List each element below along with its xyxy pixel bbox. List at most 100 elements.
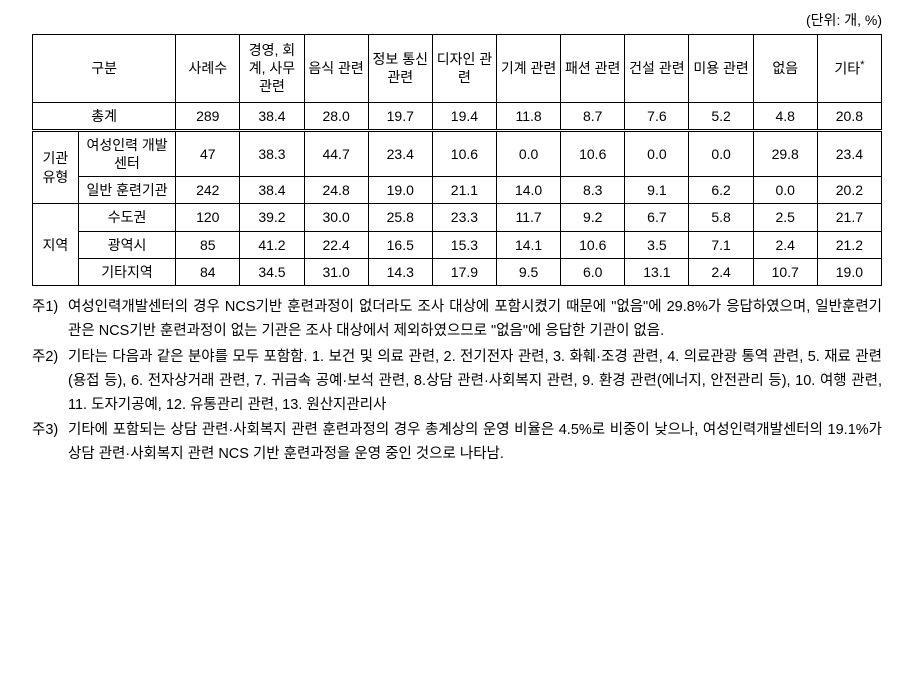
cell: 24.8 [304,177,368,204]
cell: 21.1 [432,177,496,204]
cell: 17.9 [432,258,496,285]
cell: 11.8 [497,102,561,130]
cell: 39.2 [240,204,304,231]
cell: 21.7 [817,204,881,231]
row-label: 기타지역 [78,258,175,285]
note-3: 주3) 기타에 포함되는 상담 관련·사회복지 관련 훈련과정의 경우 총계상의… [32,419,882,467]
table-row: 지역 수도권 120 39.2 30.0 25.8 23.3 11.7 9.2 … [33,204,882,231]
cell: 8.3 [561,177,625,204]
cell: 0.0 [497,130,561,176]
note-text: 기타에 포함되는 상담 관련·사회복지 관련 훈련과정의 경우 총계상의 운영 … [68,419,882,467]
cell: 23.4 [368,130,432,176]
col-mgmt: 경영, 회계, 사무 관련 [240,35,304,103]
table-row: 기타지역 84 34.5 31.0 14.3 17.9 9.5 6.0 13.1… [33,258,882,285]
cell: 31.0 [304,258,368,285]
cell: 14.1 [497,231,561,258]
cell: 2.4 [689,258,753,285]
cell: 14.0 [497,177,561,204]
total-row: 총계 289 38.4 28.0 19.7 19.4 11.8 8.7 7.6 … [33,102,882,130]
cell: 41.2 [240,231,304,258]
col-construction: 건설 관련 [625,35,689,103]
row-label: 광역시 [78,231,175,258]
cell: 9.1 [625,177,689,204]
cell: 6.2 [689,177,753,204]
cell: 242 [176,177,240,204]
cell: 6.7 [625,204,689,231]
cell: 7.6 [625,102,689,130]
cell: 8.7 [561,102,625,130]
cell: 3.5 [625,231,689,258]
cell: 11.7 [497,204,561,231]
col-beauty: 미용 관련 [689,35,753,103]
cell: 5.2 [689,102,753,130]
cell: 2.4 [753,231,817,258]
cell: 23.4 [817,130,881,176]
col-fashion: 패션 관련 [561,35,625,103]
note-label: 주2) [32,346,68,418]
cell: 19.0 [817,258,881,285]
cell: 2.5 [753,204,817,231]
col-none: 없음 [753,35,817,103]
cell: 4.8 [753,102,817,130]
cell: 23.3 [432,204,496,231]
cell: 0.0 [625,130,689,176]
notes-block: 주1) 여성인력개발센터의 경우 NCS기반 훈련과정이 없더라도 조사 대상에… [32,296,882,467]
note-text: 기타는 다음과 같은 분야를 모두 포함함. 1. 보건 및 의료 관련, 2.… [68,346,882,418]
cell: 10.7 [753,258,817,285]
total-label: 총계 [33,102,176,130]
cell: 0.0 [689,130,753,176]
cell: 20.8 [817,102,881,130]
col-etc: 기타* [817,35,881,103]
cell: 29.8 [753,130,817,176]
group-label-region: 지역 [33,204,79,286]
row-label: 여성인력 개발센터 [78,130,175,176]
cell: 20.2 [817,177,881,204]
cell: 16.5 [368,231,432,258]
cell: 120 [176,204,240,231]
cell: 5.8 [689,204,753,231]
cell: 38.4 [240,177,304,204]
cell: 9.2 [561,204,625,231]
cell: 34.5 [240,258,304,285]
cell: 9.5 [497,258,561,285]
cell: 7.1 [689,231,753,258]
cell: 10.6 [561,231,625,258]
cell: 22.4 [304,231,368,258]
col-gubun: 구분 [33,35,176,103]
cell: 19.7 [368,102,432,130]
cell: 10.6 [432,130,496,176]
group-label-org: 기관 유형 [33,130,79,204]
note-2: 주2) 기타는 다음과 같은 분야를 모두 포함함. 1. 보건 및 의료 관련… [32,346,882,418]
cell: 14.3 [368,258,432,285]
col-cases: 사례수 [176,35,240,103]
cell: 21.2 [817,231,881,258]
table-row: 기관 유형 여성인력 개발센터 47 38.3 44.7 23.4 10.6 0… [33,130,882,176]
data-table: 구분 사례수 경영, 회계, 사무 관련 음식 관련 정보 통신 관련 디자인 … [32,34,882,286]
cell: 44.7 [304,130,368,176]
cell: 10.6 [561,130,625,176]
cell: 19.0 [368,177,432,204]
cell: 85 [176,231,240,258]
header-row: 구분 사례수 경영, 회계, 사무 관련 음식 관련 정보 통신 관련 디자인 … [33,35,882,103]
cell: 13.1 [625,258,689,285]
cell: 38.3 [240,130,304,176]
col-food: 음식 관련 [304,35,368,103]
col-design: 디자인 관련 [432,35,496,103]
cell: 30.0 [304,204,368,231]
note-label: 주3) [32,419,68,467]
cell: 28.0 [304,102,368,130]
row-label: 수도권 [78,204,175,231]
cell: 84 [176,258,240,285]
cell: 25.8 [368,204,432,231]
table-row: 일반 훈련기관 242 38.4 24.8 19.0 21.1 14.0 8.3… [33,177,882,204]
col-ict: 정보 통신 관련 [368,35,432,103]
note-1: 주1) 여성인력개발센터의 경우 NCS기반 훈련과정이 없더라도 조사 대상에… [32,296,882,344]
cell: 15.3 [432,231,496,258]
cell: 19.4 [432,102,496,130]
cell: 0.0 [753,177,817,204]
note-text: 여성인력개발센터의 경우 NCS기반 훈련과정이 없더라도 조사 대상에 포함시… [68,296,882,344]
table-row: 광역시 85 41.2 22.4 16.5 15.3 14.1 10.6 3.5… [33,231,882,258]
col-machine: 기계 관련 [497,35,561,103]
cell: 38.4 [240,102,304,130]
cell: 6.0 [561,258,625,285]
